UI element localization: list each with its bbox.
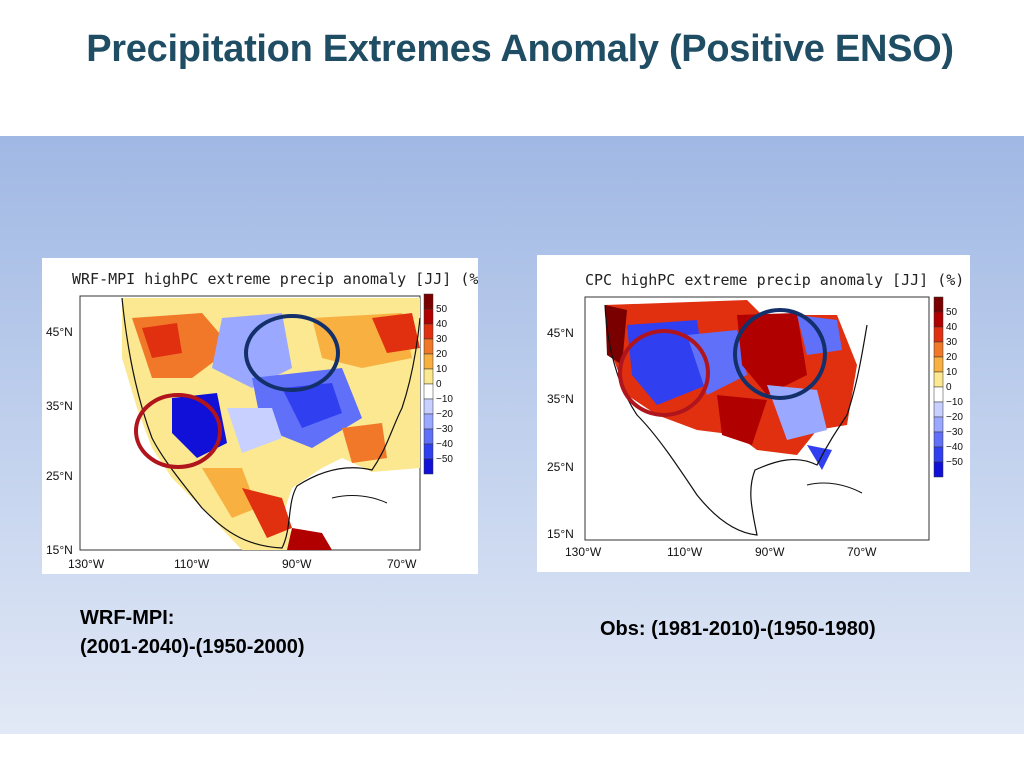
colorbar-swatch [423, 368, 434, 385]
colorbar-swatch [933, 356, 944, 373]
colorbar-swatch [933, 401, 944, 418]
colorbar-swatch [933, 416, 944, 433]
colorbar-label: 0 [436, 379, 442, 390]
cpc-east-highlight-circle [733, 308, 827, 400]
wrf-caption-line2: (2001-2040)-(1950-2000) [80, 636, 305, 658]
colorbar-label: 10 [946, 367, 958, 378]
colorbar-swatch [933, 461, 944, 478]
cpc-lat-label: 35°N [547, 392, 574, 406]
cpc-lon-label: 90°W [755, 545, 785, 559]
colorbar-swatch [423, 308, 434, 325]
wrf-lat-label: 35°N [46, 399, 73, 413]
colorbar-swatch [423, 323, 434, 340]
colorbar-swatch [933, 326, 944, 343]
wrf-coastline [121, 297, 421, 549]
colorbar-label: 30 [946, 337, 958, 348]
cpc-cuba-outline [806, 482, 863, 494]
slide-title: Precipitation Extremes Anomaly (Positive… [86, 28, 954, 70]
colorbar-label: 0 [946, 382, 952, 393]
colorbar-swatch [423, 353, 434, 370]
wrf-colorbar: 50 40 30 20 10 0 −10 −20 −30 −40 −50 [423, 293, 453, 475]
colorbar-label: 50 [436, 304, 448, 315]
colorbar-label: −50 [436, 454, 453, 465]
cpc-colorbar: 50 40 30 20 10 0 −10 −20 −30 −40 −50 [933, 296, 963, 478]
colorbar-swatch [933, 311, 944, 328]
cpc-caption-line1: Obs: (1981-2010)-(1950-1980) [600, 618, 876, 640]
colorbar-label: 50 [946, 307, 958, 318]
colorbar-label: −30 [436, 424, 453, 435]
wrf-lat-label: 25°N [46, 469, 73, 483]
colorbar-swatch [423, 338, 434, 355]
cpc-west-highlight-circle [618, 329, 710, 417]
colorbar-swatch [933, 296, 944, 313]
colorbar-swatch [423, 443, 434, 460]
wrf-lon-label: 70°W [387, 557, 417, 571]
wrf-east-highlight-circle [244, 314, 340, 392]
colorbar-label: 10 [436, 364, 448, 375]
colorbar-swatch [423, 428, 434, 445]
wrf-caption: WRF-MPI: (2001-2040)-(1950-2000) [80, 604, 305, 662]
cpc-lon-label: 130°W [565, 545, 602, 559]
colorbar-label: −40 [946, 442, 963, 453]
wrf-lon-label: 90°W [282, 557, 312, 571]
colorbar-label: 40 [436, 319, 448, 330]
colorbar-label: −50 [946, 457, 963, 468]
cpc-map-panel: CPC highPC extreme precip anomaly [JJ] (… [537, 255, 970, 572]
colorbar-label: 40 [946, 322, 958, 333]
cpc-coastline [604, 304, 868, 536]
colorbar-label: −10 [436, 394, 453, 405]
colorbar-label: 20 [436, 349, 448, 360]
wrf-land-anomaly [122, 298, 420, 550]
colorbar-swatch [933, 371, 944, 388]
colorbar-swatch [933, 446, 944, 463]
colorbar-label: 20 [946, 352, 958, 363]
cpc-caption: Obs: (1981-2010)-(1950-1980) [600, 615, 876, 644]
cpc-map: CPC highPC extreme precip anomaly [JJ] (… [547, 271, 964, 559]
colorbar-label: 30 [436, 334, 448, 345]
colorbar-swatch [423, 293, 434, 310]
wrf-cuba-outline [331, 495, 388, 504]
wrf-map-panel: WRF-MPI highPC extreme precip anomaly [J… [42, 258, 478, 574]
colorbar-label: −40 [436, 439, 453, 450]
cpc-map-title: CPC highPC extreme precip anomaly [JJ] (… [585, 271, 964, 289]
cpc-lon-label: 70°W [847, 545, 877, 559]
wrf-lon-label: 110°W [174, 557, 210, 571]
colorbar-label: −10 [946, 397, 963, 408]
wrf-map-title: WRF-MPI highPC extreme precip anomaly [J… [72, 270, 478, 288]
colorbar-swatch [423, 458, 434, 475]
cpc-lat-label: 25°N [547, 460, 574, 474]
wrf-lat-label: 45°N [46, 325, 73, 339]
colorbar-label: −20 [946, 412, 963, 423]
colorbar-swatch [933, 386, 944, 403]
colorbar-label: −20 [436, 409, 453, 420]
cpc-lon-label: 110°W [667, 545, 703, 559]
wrf-lon-label: 130°W [68, 557, 105, 571]
wrf-caption-line1: WRF-MPI: [80, 607, 175, 629]
cpc-lat-label: 45°N [547, 326, 574, 340]
cpc-lat-label: 15°N [547, 527, 574, 541]
wrf-map: WRF-MPI highPC extreme precip anomaly [J… [46, 270, 478, 571]
colorbar-swatch [423, 398, 434, 415]
colorbar-label: −30 [946, 427, 963, 438]
colorbar-swatch [423, 383, 434, 400]
colorbar-swatch [933, 341, 944, 358]
wrf-lat-label: 15°N [46, 543, 73, 557]
colorbar-swatch [423, 413, 434, 430]
wrf-west-highlight-circle [134, 393, 222, 469]
colorbar-swatch [933, 431, 944, 448]
